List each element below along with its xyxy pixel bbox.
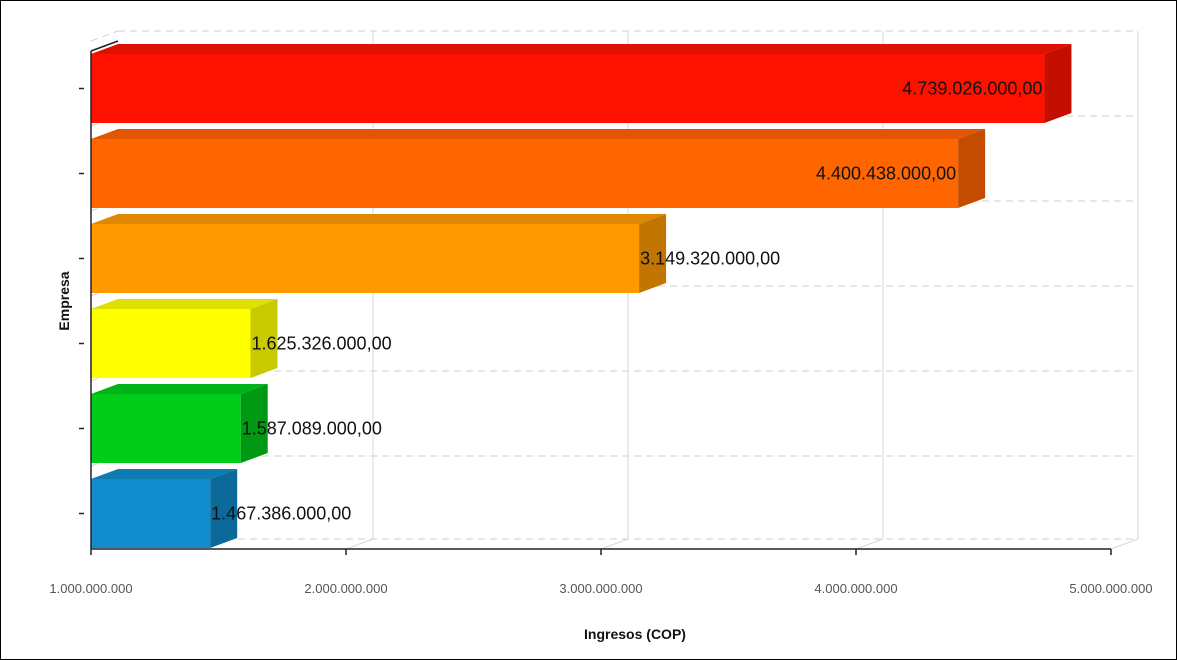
bar-side-face: [1044, 44, 1072, 123]
bar: [91, 129, 986, 208]
bar-value-label: 4.739.026.000,00: [902, 79, 1042, 99]
bar-top-face: [91, 384, 268, 394]
bar-side-face: [250, 299, 278, 378]
bar-side-face: [210, 469, 238, 548]
bar-front-face: [91, 139, 959, 208]
bar: [91, 299, 278, 378]
bar-value-label: 1.625.326.000,00: [251, 334, 391, 354]
bar-value-label: 1.467.386.000,00: [211, 504, 351, 524]
gridline-floor: [345, 538, 374, 550]
bar-value-label: 1.587.089.000,00: [242, 419, 382, 439]
gridline-floor: [855, 538, 884, 550]
axes-layer: [79, 40, 1112, 555]
bars-layer: [91, 44, 1072, 548]
gridline-floor: [1110, 538, 1139, 550]
bar-top-face: [91, 469, 238, 479]
bar-front-face: [91, 54, 1045, 123]
bar-front-face: [91, 224, 640, 293]
bar-side-face: [958, 129, 986, 208]
bar-top-face: [91, 214, 667, 224]
bar-front-face: [91, 309, 251, 378]
x-tick-label: 5.000.000.000: [1069, 581, 1152, 596]
bar: [91, 384, 268, 463]
bar: [91, 469, 238, 548]
x-tick-label: 2.000.000.000: [304, 581, 387, 596]
bar-side-face: [639, 214, 667, 293]
bar-top-face: [91, 44, 1072, 54]
bar-top-face: [91, 129, 986, 139]
bar: [91, 214, 667, 293]
bar-front-face: [91, 479, 211, 548]
bar-value-label: 3.149.320.000,00: [640, 249, 780, 269]
bar-side-face: [240, 384, 268, 463]
bar-value-label: 4.400.438.000,00: [816, 164, 956, 184]
y-axis-top-edge: [90, 40, 119, 52]
bar-top-face: [91, 299, 278, 309]
x-tick-label: 1.000.000.000: [49, 581, 132, 596]
gridline-depth: [90, 30, 119, 42]
gridline-floor: [600, 538, 629, 550]
labels-layer: 4.739.026.000,00 4.400.438.000,00 3.149.32…: [49, 79, 1152, 597]
x-axis-title: Ingresos (COP): [584, 626, 686, 642]
bar: [91, 44, 1072, 123]
bar-front-face: [91, 394, 241, 463]
y-axis-title: Empresa: [56, 271, 72, 330]
x-tick-label: 3.000.000.000: [559, 581, 642, 596]
x-tick-label: 4.000.000.000: [814, 581, 897, 596]
